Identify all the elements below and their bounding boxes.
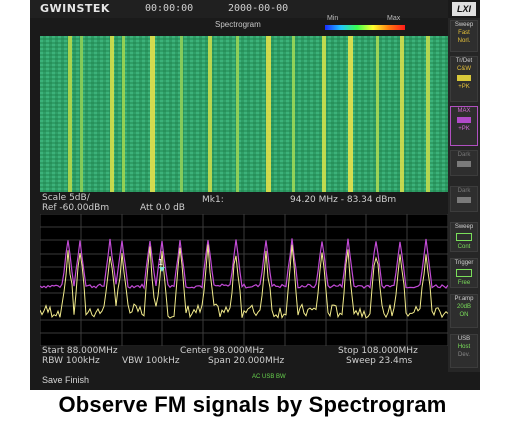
sweep-norm: Norl. (457, 38, 471, 44)
spectrogram-stripe (150, 36, 155, 192)
preamp-label: Pr.amp (454, 296, 474, 302)
spectrogram-stripe (68, 36, 72, 192)
trace3-swatch (457, 161, 471, 167)
spectrogram-stripe (80, 36, 83, 192)
trdet-label: Tr/Det (455, 58, 473, 64)
vbw-readout: VBW 100kHz (122, 356, 180, 366)
usb-icon: USB (262, 374, 275, 380)
ac-icon: AC (252, 374, 261, 380)
trace1-detector: +PK (458, 84, 470, 90)
max-hold-trace (40, 238, 448, 290)
att-readout: Att 0.0 dB (140, 203, 185, 213)
clear-write-trace (40, 244, 448, 320)
preamp-state: ON (459, 312, 469, 318)
cont-icon (456, 233, 472, 241)
spectrogram-stripe (180, 36, 183, 192)
status-icons: AC USB BW (252, 374, 286, 380)
spectrogram-stripe (292, 36, 295, 192)
status-bar: Save Finish AC USB BW (30, 372, 480, 390)
trace2-detector: +PK (458, 126, 470, 132)
sweep-time: Sweep 23.4ms (346, 356, 413, 366)
marker-1: 1 (158, 258, 165, 272)
sweep-label: Sweep (454, 22, 474, 28)
marker-value: 94.20 MHz - 83.34 dBm (290, 195, 397, 205)
color-scale-max: Max (387, 15, 401, 22)
status-message: Save Finish (42, 375, 90, 385)
trigger-value: Free (457, 280, 471, 286)
spectrogram-svg (40, 36, 448, 192)
stop-frequency: Stop 108.000MHz (338, 346, 418, 356)
spectrogram-stripe (110, 36, 114, 192)
center-frequency: Center 98.000MHz (180, 346, 264, 356)
trace-svg: 1 (40, 214, 448, 346)
spectrogram-stripe (400, 36, 404, 192)
lxi-badge: LXI (452, 2, 476, 16)
spectrogram-title: Spectrogram (215, 20, 261, 29)
trace4-swatch (457, 197, 471, 203)
trace3-label: Dark (457, 152, 471, 158)
usb-mode-button[interactable]: USB Host Dev. (450, 334, 478, 368)
usb-host: Host (457, 344, 471, 350)
usb-label: USB (457, 336, 471, 342)
sweep-mode-button[interactable]: Sweep Fast Norl. (450, 20, 478, 52)
preamp-button[interactable]: Pr.amp 20dB ON (450, 294, 478, 328)
sweep2-label: Sweep (454, 224, 474, 230)
ref-readout: Ref -60.00dBm (42, 203, 110, 213)
marker-label: Mk1: (202, 195, 224, 205)
trace1-mode: C&W (457, 66, 471, 72)
trace3-button[interactable]: Dark (450, 150, 478, 176)
trace4-button[interactable]: Dark (450, 186, 478, 212)
trace2-mode: MAX (457, 108, 471, 114)
trace1-swatch (457, 75, 471, 81)
trigger-label: Trigger (454, 260, 474, 266)
spectrogram-stripe (322, 36, 326, 192)
spectrogram-stripe (376, 36, 379, 192)
spectrogram-stripe (122, 36, 125, 192)
marker-triangle-icon (159, 267, 165, 272)
sweep-cont-button[interactable]: Sweep Cont (450, 222, 478, 252)
rbw-readout: RBW 100kHz (42, 356, 100, 366)
spectrogram-stripe (208, 36, 212, 192)
top-bar: GWINSTEK 00:00:00 2000-00-00 (30, 0, 448, 18)
color-scale: Min Max (325, 15, 405, 33)
trace-grid (40, 214, 448, 346)
sweep-fast: Fast (458, 30, 470, 36)
span-readout: Span 20.000MHz (208, 356, 285, 366)
sweep-cont-value: Cont (457, 244, 471, 250)
spectrogram-stripe (266, 36, 271, 192)
scale-readout: Scale 5dB/ (42, 193, 90, 203)
marker-number: 1 (158, 258, 163, 267)
spectrogram-stripe (348, 36, 353, 192)
trace2-swatch (457, 117, 471, 123)
usb-dev: Dev. (458, 352, 470, 358)
trace1-button[interactable]: Tr/Det C&W +PK (450, 56, 478, 102)
trigger-button[interactable]: Trigger Free (450, 258, 478, 288)
preamp-value: 20dB (456, 304, 471, 310)
clock-time: 00:00:00 (145, 3, 194, 14)
readout-panel: Scale 5dB/ Ref -60.00dBm Att 0.0 dB Mk1:… (40, 192, 448, 214)
sweep-parameters: Start 88.000MHz Center 98.000MHz Stop 10… (40, 346, 448, 372)
softkey-sidebar: Sweep Fast Norl. Tr/Det C&W +PK MAX +PK … (448, 18, 480, 372)
trigger-icon (456, 269, 472, 277)
color-scale-bar (325, 25, 405, 30)
analyzer-screen: GWINSTEK 00:00:00 2000-00-00 LXI Spectro… (30, 0, 480, 372)
bw-icon: BW (276, 374, 286, 380)
trace2-button[interactable]: MAX +PK (450, 106, 478, 146)
clock-date: 2000-00-00 (228, 3, 289, 14)
spectrogram-stripe (426, 36, 430, 192)
trace4-label: Dark (457, 188, 471, 194)
color-scale-min: Min (327, 15, 339, 22)
start-frequency: Start 88.000MHz (42, 346, 118, 356)
spectrogram-stripe (236, 36, 239, 192)
brand-logo: GWINSTEK (40, 2, 110, 15)
spectrogram-display (40, 36, 448, 192)
figure-caption: Observe FM signals by Spectrogram (58, 392, 447, 417)
trace-display: 1 (40, 214, 448, 346)
